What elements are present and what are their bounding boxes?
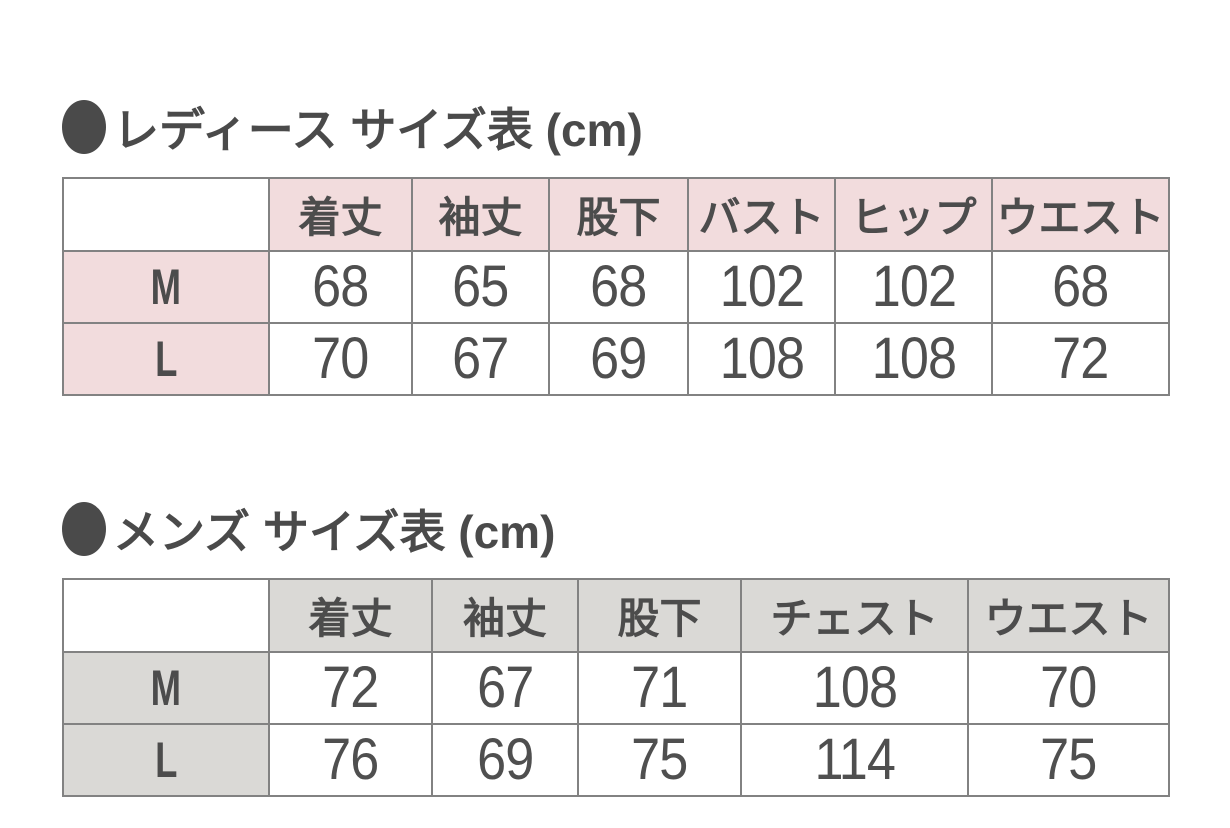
- ladies-value-cell: 102: [834, 250, 993, 324]
- ladies-corner-cell: [62, 177, 270, 252]
- ladies-col-header: 袖丈: [411, 177, 550, 252]
- ladies-col-header: ヒップ: [834, 177, 993, 252]
- mens-row-m: M 72 67 71 108 70: [62, 651, 1170, 725]
- mens-value-cell: 75: [577, 723, 742, 797]
- ladies-header-row: 着丈 袖丈 股下 バスト ヒップ ウエスト: [62, 177, 1170, 252]
- ladies-bullet-icon: [62, 100, 106, 154]
- mens-value-cell: 70: [967, 651, 1170, 725]
- mens-value-cell: 67: [431, 651, 579, 725]
- ladies-size-label: M: [62, 250, 270, 324]
- ladies-section-title: レディース サイズ表 (cm): [62, 94, 643, 160]
- mens-col-header: 袖丈: [431, 578, 579, 653]
- mens-row-l: L 76 69 75 114 75: [62, 723, 1170, 797]
- mens-title-text: メンズ サイズ表 (cm): [113, 506, 556, 558]
- mens-col-header: チェスト: [740, 578, 969, 653]
- ladies-value-cell: 68: [268, 250, 413, 324]
- ladies-value-cell: 67: [411, 322, 550, 396]
- mens-section-title: メンズ サイズ表 (cm): [62, 496, 555, 562]
- ladies-value-cell: 68: [548, 250, 689, 324]
- ladies-col-header: 着丈: [268, 177, 413, 252]
- ladies-value-cell: 68: [991, 250, 1170, 324]
- ladies-value-cell: 69: [548, 322, 689, 396]
- mens-bullet-icon: [62, 502, 106, 556]
- ladies-value-cell: 70: [268, 322, 413, 396]
- mens-size-table: 着丈 袖丈 股下 チェスト ウエスト M 72 67 71 108 70 L 7…: [62, 578, 1170, 797]
- mens-value-cell: 108: [740, 651, 969, 725]
- ladies-title-text: レディース サイズ表 (cm): [113, 104, 643, 156]
- mens-value-cell: 71: [577, 651, 742, 725]
- ladies-value-cell: 108: [834, 322, 993, 396]
- ladies-value-cell: 108: [687, 322, 836, 396]
- mens-value-cell: 72: [268, 651, 433, 725]
- ladies-value-cell: 72: [991, 322, 1170, 396]
- mens-col-header: 股下: [577, 578, 742, 653]
- ladies-size-label: L: [62, 322, 270, 396]
- mens-value-cell: 114: [740, 723, 969, 797]
- ladies-value-cell: 65: [411, 250, 550, 324]
- mens-value-cell: 75: [967, 723, 1170, 797]
- ladies-col-header: ウエスト: [991, 177, 1170, 252]
- ladies-row-m: M 68 65 68 102 102 68: [62, 250, 1170, 324]
- ladies-value-cell: 102: [687, 250, 836, 324]
- mens-size-table-wrap: 着丈 袖丈 股下 チェスト ウエスト M 72 67 71 108 70 L 7…: [62, 578, 1170, 797]
- mens-col-header: 着丈: [268, 578, 433, 653]
- ladies-size-table-wrap: 着丈 袖丈 股下 バスト ヒップ ウエスト M 68 65 68 102 102…: [62, 177, 1170, 396]
- mens-header-row: 着丈 袖丈 股下 チェスト ウエスト: [62, 578, 1170, 653]
- mens-corner-cell: [62, 578, 270, 653]
- mens-col-header: ウエスト: [967, 578, 1170, 653]
- ladies-size-table: 着丈 袖丈 股下 バスト ヒップ ウエスト M 68 65 68 102 102…: [62, 177, 1170, 396]
- ladies-row-l: L 70 67 69 108 108 72: [62, 322, 1170, 396]
- mens-value-cell: 76: [268, 723, 433, 797]
- mens-size-label: L: [62, 723, 270, 797]
- ladies-col-header: バスト: [687, 177, 836, 252]
- mens-value-cell: 69: [431, 723, 579, 797]
- mens-size-label: M: [62, 651, 270, 725]
- ladies-col-header: 股下: [548, 177, 689, 252]
